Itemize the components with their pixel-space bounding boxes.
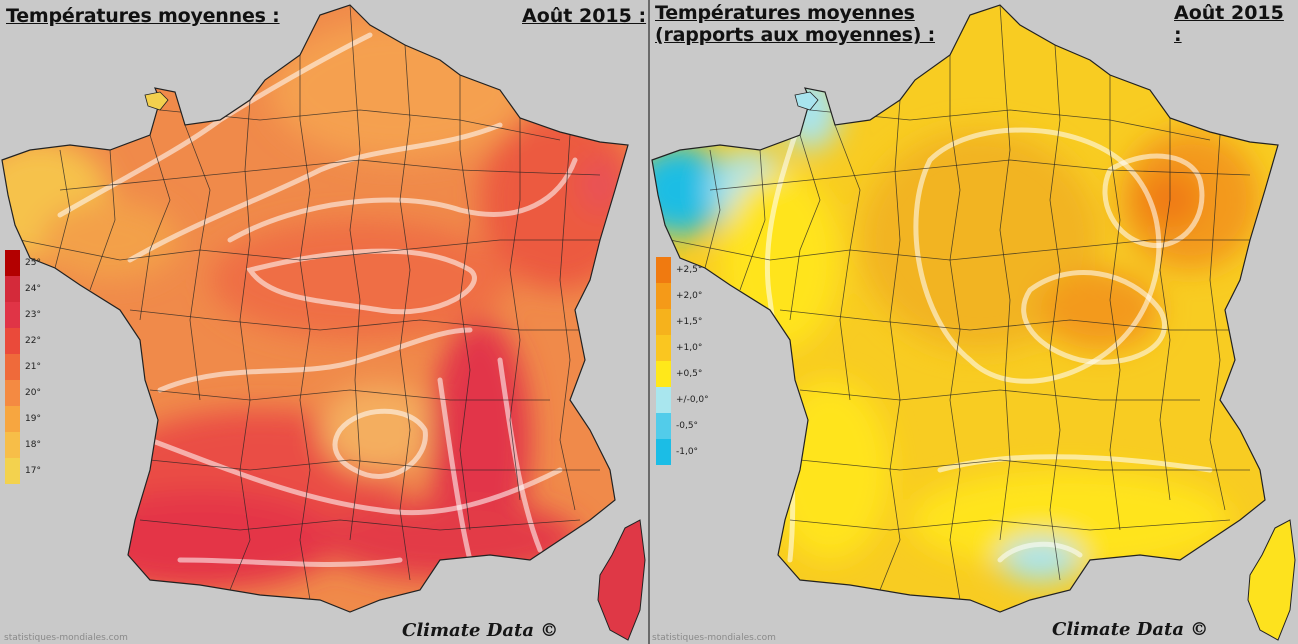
anomaly-legend-label: -0,5° [676,421,699,431]
temperature-legend-label: 19° [25,414,41,424]
temperature-legend-label: 21° [25,362,41,372]
temperature-legend-swatch [5,458,20,484]
temperature-legend-swatch [5,406,20,432]
anomaly-legend-label: +/-0,0° [676,395,709,405]
source-right: statistiques-mondiales.com [652,633,776,643]
anomaly-legend-swatch [656,309,671,335]
watermark-right: Climate Data © [1052,619,1209,640]
temperature-legend-swatch [5,302,20,328]
anomaly-legend-swatch [656,439,671,465]
france-outline [1,4,629,613]
right-map-date: Août 2015 : [1174,2,1284,46]
temperature-legend-label: 22° [25,336,41,346]
temperature-legend-swatch [5,354,20,380]
anomaly-legend-swatch [656,387,671,413]
france-outline-right [651,4,1279,613]
left-map-date: Août 2015 : [522,5,647,27]
anomaly-legend-swatch [656,335,671,361]
temperature-legend-swatch [5,432,20,458]
anomaly-legend-swatch [656,361,671,387]
corsica-region [597,519,646,641]
anomaly-legend-label: +1,0° [676,343,703,353]
right-map-title: Températures moyennes (rapports aux moye… [655,2,935,46]
anomaly-legend-swatch [656,413,671,439]
anomaly-legend-label: +2,5° [676,265,703,275]
corsica-region-right [1247,519,1296,641]
panel-divider [648,0,650,644]
anomaly-legend-label: +0,5° [676,369,703,379]
temperature-legend-label: 23° [25,310,41,320]
anomaly-legend-swatch [656,257,671,283]
anomaly-legend-label: -1,0° [676,447,699,457]
france-anomaly-map [651,4,1296,641]
watermark-left: Climate Data © [402,620,559,641]
left-map-title: Températures moyennes : [6,5,280,27]
anomaly-legend-swatch [656,283,671,309]
temperature-legend-label: 24° [25,284,41,294]
temperature-legend-swatch [5,328,20,354]
temperature-legend-label: 17° [25,466,41,476]
right-map-panel: Températures moyennes (rapports aux moye… [650,0,1298,644]
temperature-legend-swatch [5,380,20,406]
anomaly-legend: +2,5° +2,0° +1,5° +1,0° +0,5° +/-0,0° -0,5° -1,… [656,257,709,465]
anomaly-legend-label: +1,5° [676,317,703,327]
temperature-legend-label: 25° [25,258,41,268]
source-left: statistiques-mondiales.com [4,633,128,643]
temperature-legend-label: 18° [25,440,41,450]
temperature-legend-swatch [5,276,20,302]
anomaly-legend-label: +2,0° [676,291,703,301]
france-temperature-map [1,4,646,641]
left-map-panel: Températures moyennes : Août 2015 : 25° 2… [0,0,648,644]
temperature-legend-swatch [5,250,20,276]
temperature-legend: 25° 24° 23° 22° 21° 20° 19° 18° 17° [5,250,41,484]
temperature-legend-label: 20° [25,388,41,398]
